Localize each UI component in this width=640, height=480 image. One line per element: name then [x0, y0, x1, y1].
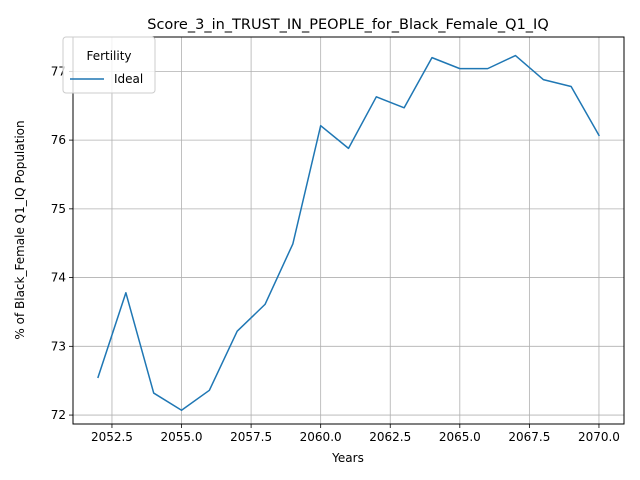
x-tick-label: 2062.5: [369, 430, 411, 444]
legend-entry-ideal: Ideal: [114, 72, 143, 86]
legend: Fertility Ideal: [63, 37, 155, 93]
y-tick-label: 73: [51, 339, 66, 353]
x-tick-label: 2060.0: [300, 430, 342, 444]
y-axis-label: % of Black_Female Q1_IQ Population: [13, 120, 27, 339]
legend-title: Fertility: [86, 49, 131, 63]
y-tick-label: 76: [51, 133, 66, 147]
x-tick-label: 2055.0: [161, 430, 203, 444]
x-tick-label: 2070.0: [578, 430, 620, 444]
x-tick-label: 2057.5: [230, 430, 272, 444]
y-tick-label: 75: [51, 202, 66, 216]
x-tick-label: 2067.5: [508, 430, 550, 444]
x-axis-label: Years: [331, 451, 364, 465]
y-tick-label: 72: [51, 408, 66, 422]
x-tick-label: 2065.0: [439, 430, 481, 444]
x-tick-label: 2052.5: [91, 430, 133, 444]
y-tick-label: 74: [51, 271, 66, 285]
chart-title: Score_3_in_TRUST_IN_PEOPLE_for_Black_Fem…: [147, 17, 549, 33]
